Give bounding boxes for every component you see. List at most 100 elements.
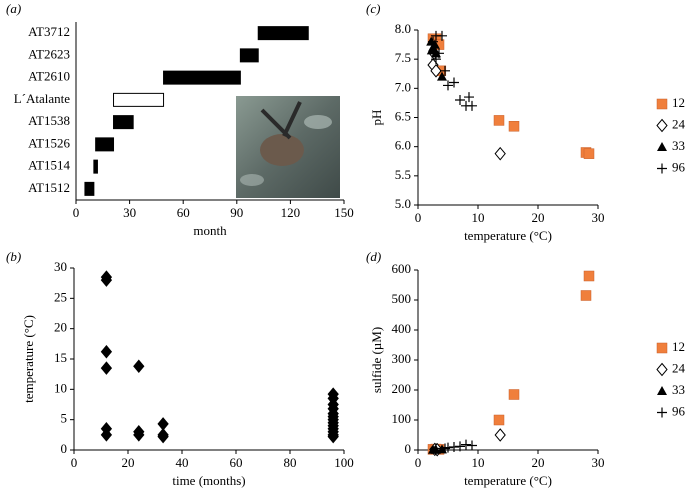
bar [113, 115, 134, 130]
x-tick-label: 40 [176, 455, 189, 470]
marker [157, 429, 169, 444]
panel-label: (d) [366, 249, 381, 264]
x-axis-label: temperature (°C) [464, 228, 552, 243]
marker [437, 30, 447, 41]
y-tick-label: 0 [405, 441, 412, 456]
bar [113, 92, 165, 107]
marker [426, 45, 437, 55]
y-tick-label: AT1526 [28, 135, 70, 150]
marker [431, 443, 441, 454]
marker [657, 142, 667, 151]
y-tick-label: AT3712 [28, 24, 70, 39]
x-tick-label: 90 [230, 205, 243, 220]
x-axis-label: temperature (°C) [464, 473, 552, 488]
legend-label: 12 [672, 95, 685, 110]
x-tick-label: 0 [71, 455, 78, 470]
y-tick-label: 100 [392, 411, 412, 426]
legend-label: 96 [672, 403, 686, 418]
x-tick-label: 20 [122, 455, 135, 470]
marker [583, 270, 595, 282]
legend-label: 33 [672, 138, 685, 153]
marker [100, 361, 113, 375]
x-tick-label: 0 [415, 210, 422, 225]
marker [583, 148, 595, 159]
y-tick-label: 30 [54, 259, 67, 274]
marker [464, 92, 474, 103]
bar [163, 70, 241, 85]
y-tick-label: 15 [54, 350, 67, 365]
marker [657, 163, 667, 174]
marker [428, 36, 438, 47]
bar [239, 48, 259, 63]
y-tick-label: 300 [392, 351, 412, 366]
y-tick-label: 5 [61, 411, 68, 426]
bar [257, 26, 309, 41]
panel-label: (b) [6, 249, 21, 264]
y-tick-label: 7.5 [395, 50, 411, 65]
marker [656, 118, 668, 133]
legend-label: 12 [672, 339, 685, 354]
marker [508, 389, 520, 400]
y-tick-label: 20 [54, 320, 67, 335]
y-axis-label: pH [369, 110, 384, 126]
x-tick-label: 20 [532, 210, 545, 225]
marker [430, 64, 442, 78]
marker [455, 441, 465, 452]
x-tick-label: 20 [532, 455, 545, 470]
marker [440, 65, 450, 76]
marker [494, 146, 506, 161]
y-tick-label: AT1512 [28, 180, 70, 195]
y-tick-label: 600 [392, 261, 412, 276]
x-tick-label: 0 [73, 205, 80, 220]
legend-label: 33 [672, 382, 685, 397]
marker [656, 362, 668, 377]
marker [656, 98, 668, 110]
marker [461, 439, 471, 450]
legend-label: 24 [672, 116, 686, 131]
marker [657, 386, 667, 395]
y-tick-label: AT1538 [28, 113, 70, 128]
y-tick-label: 6.5 [395, 108, 411, 123]
y-axis-label: sulfide (µM) [369, 327, 384, 393]
x-tick-label: 60 [230, 455, 243, 470]
bar [95, 137, 115, 152]
marker [431, 54, 441, 65]
y-tick-label: AT2623 [28, 46, 70, 61]
x-tick-label: 150 [334, 205, 354, 220]
marker [508, 121, 520, 132]
y-tick-label: 5.0 [395, 196, 411, 211]
x-tick-label: 100 [334, 455, 354, 470]
y-tick-label: 10 [54, 380, 67, 395]
marker [133, 359, 145, 374]
y-tick-label: AT1514 [28, 158, 70, 173]
marker [100, 428, 113, 442]
y-tick-label: L´Atalante [14, 91, 71, 106]
x-tick-label: 10 [472, 455, 485, 470]
y-tick-label: AT2610 [28, 69, 70, 84]
marker [133, 428, 145, 442]
x-tick-label: 60 [177, 205, 190, 220]
x-axis-label: month [193, 223, 227, 238]
y-tick-label: 500 [392, 291, 412, 306]
marker [657, 407, 667, 418]
x-tick-label: 30 [123, 205, 136, 220]
y-tick-label: 7.0 [395, 79, 411, 94]
marker [437, 71, 447, 81]
marker [580, 290, 592, 301]
marker [467, 100, 477, 111]
marker [493, 115, 505, 126]
marker [327, 429, 339, 444]
legend-label: 24 [672, 360, 686, 375]
y-tick-label: 5.5 [395, 167, 411, 182]
bar [93, 159, 98, 174]
x-tick-label: 120 [281, 205, 301, 220]
photo-inset [236, 96, 340, 198]
y-tick-label: 0 [61, 441, 68, 456]
bar [84, 181, 95, 196]
x-axis-label: time (months) [172, 473, 245, 488]
legend-label: 96 [672, 159, 686, 174]
marker [656, 342, 668, 354]
marker [449, 77, 459, 88]
y-axis-label: temperature (°C) [21, 315, 36, 403]
marker [434, 48, 444, 59]
